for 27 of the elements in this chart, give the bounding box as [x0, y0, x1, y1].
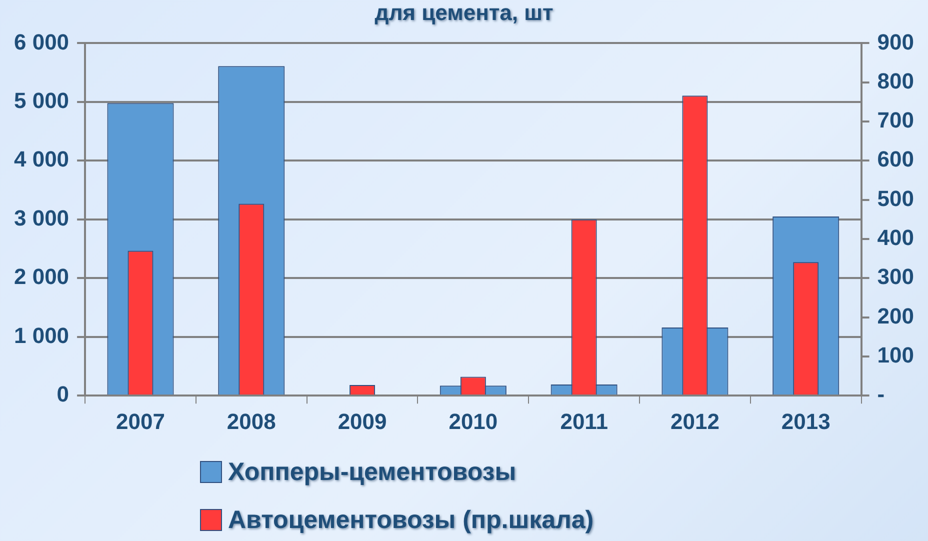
x-tick-label: 2007	[116, 408, 165, 434]
text: Хопперы-цементовозы	[228, 458, 516, 486]
legend-label: Автоцементовозы (пр.шкала)	[228, 506, 594, 534]
x-tick-label: 2011	[560, 408, 608, 434]
y2-tick-label: 100	[877, 342, 914, 368]
y-tick-label: 5 000	[14, 88, 70, 113]
y2-tick-label: 600	[877, 146, 914, 172]
x-tick-label: 2008	[226, 408, 276, 434]
y2-tick-label: 300	[877, 264, 914, 290]
chart-title: для цемента, шт	[374, 0, 554, 26]
y2-tick-label: 800	[877, 68, 914, 94]
y-tick-label: 3 000	[14, 205, 70, 230]
y2-tick-label: 500	[877, 186, 914, 211]
y-tick-label: 6 000	[14, 29, 70, 54]
x-tick-label: 2009	[338, 408, 387, 434]
y-tick-label: 1 000	[14, 322, 70, 348]
x-tick-label: 2013	[781, 408, 830, 434]
y-tick-label: 4 000	[14, 146, 70, 172]
y2-tick-label: 200	[877, 303, 914, 328]
y-tick-label: 2 000	[14, 264, 70, 290]
y2-tick-label: 900	[877, 29, 914, 54]
y-tick-label: 0	[56, 382, 70, 407]
y2-tick-label: 700	[877, 108, 914, 133]
y2-tick-label: -	[877, 382, 885, 407]
x-tick-label: 2010	[448, 408, 498, 434]
y2-tick-label: 400	[877, 225, 914, 250]
x-tick-label: 2012	[670, 408, 720, 434]
